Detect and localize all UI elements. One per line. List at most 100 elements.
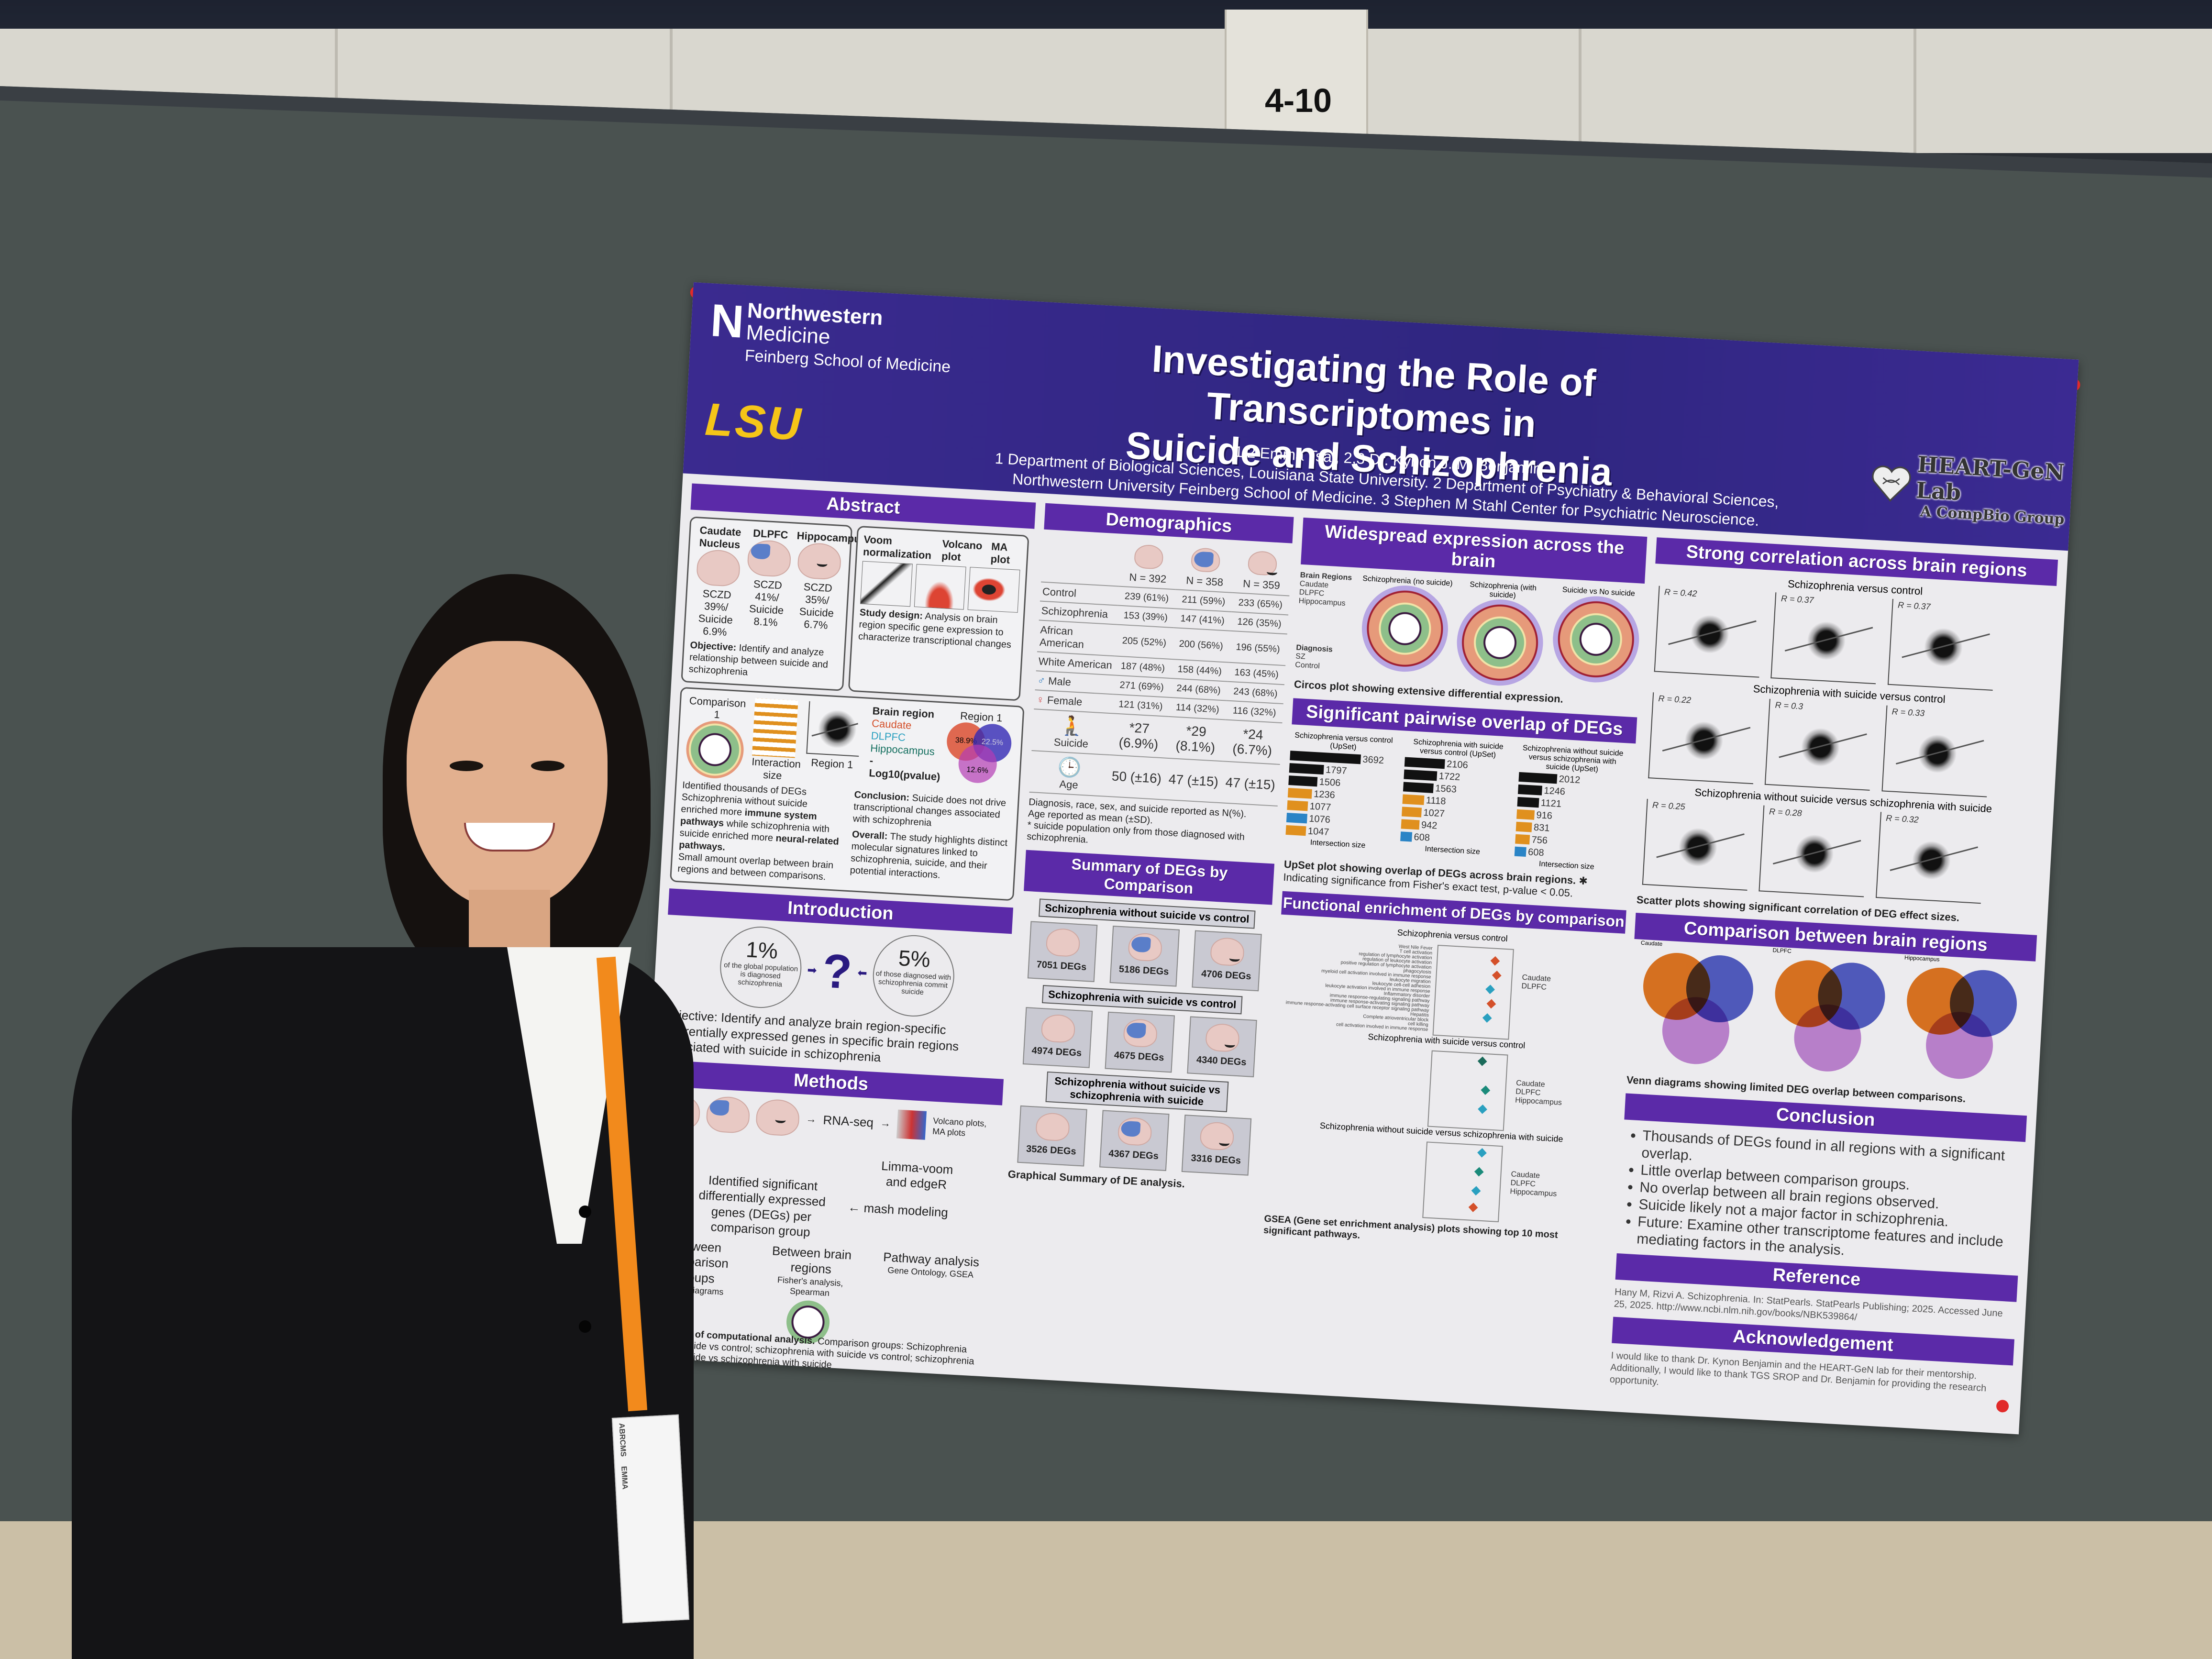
deg-count: 5186 DEGs (1118, 963, 1169, 977)
lab-subtitle: A CompBio Group (1920, 503, 2065, 528)
demographics-notes: Diagnosis, race, sex, and suicide report… (1027, 796, 1278, 856)
dlpfc-brain-icon (747, 539, 792, 578)
upset-plot-3: Schizophrenia without suicide versus sch… (1514, 744, 1626, 873)
gsea-terms: West Nile Fever T cell activation regulati… (1275, 938, 1433, 1033)
cell: 50 (±16) (1107, 755, 1166, 800)
upset-plot-1: Schizophrenia versus control (UpSet) 369… (1284, 731, 1396, 861)
pvalue-title: -Log10(pvalue) (868, 754, 941, 783)
caudate-n: N = 392 (1128, 571, 1167, 586)
dlpfc-brain-icon (1117, 1117, 1152, 1147)
deg-box-dlpfc: 4675 DEGs (1105, 1011, 1175, 1073)
name-badge: ABRCMS EMMA (611, 1414, 690, 1624)
smile (464, 823, 555, 852)
circos-plot: Suicide vs No suicide (1548, 585, 1644, 685)
scatter-mini-plot (806, 701, 862, 757)
cell: 211 (59%) (1174, 589, 1233, 612)
deg-group: Schizophrenia with suicide vs control 49… (1014, 984, 1267, 1078)
lsu-logo: LSU (704, 393, 804, 451)
column-3: Widespread expression across the brain B… (1263, 517, 1648, 1255)
volcano-mini-plot (896, 1109, 927, 1140)
cell: 158 (44%) (1171, 659, 1229, 682)
scatter-group: Schizophrenia versus control R = 0.42 R … (1649, 570, 2056, 699)
r-value: R = 0.37 (1781, 593, 1814, 605)
scatter-plot: R = 0.25 (1642, 798, 1752, 891)
badge-event: ABRCMS (617, 1423, 628, 1457)
r-value: R = 0.22 (1658, 693, 1692, 705)
branch-brain-regions: Between brain regions Fisher's analysis,… (754, 1242, 865, 1346)
deg-box-dlpfc: 5186 DEGs (1109, 926, 1180, 987)
male-label: Male (1048, 675, 1072, 688)
dlpfc-n: N = 358 (1185, 574, 1224, 588)
row-label: 🧎 Suicide (1031, 709, 1112, 755)
scatter-plot: R = 0.3 (1765, 698, 1875, 791)
venn-region-label: Hippocampus (1904, 954, 1940, 963)
cell: 244 (68%) (1169, 678, 1228, 701)
circos-chart (1550, 594, 1642, 685)
bar-value: 1076 (1308, 813, 1331, 825)
region-name: Caudate Nucleus (699, 524, 742, 551)
stat-1-value: 1% (745, 937, 779, 963)
gsea-axis (1422, 1141, 1503, 1223)
stat-2-value: 5% (897, 945, 931, 972)
upset-mini-plot (752, 698, 798, 758)
eye (450, 761, 483, 771)
heart-dna-icon (1872, 465, 1911, 502)
deg-count: 7051 DEGs (1036, 959, 1087, 973)
bar-value: 1246 (1543, 785, 1566, 797)
northwestern-logo: N Northwestern Medicine Feinberg School … (708, 295, 954, 376)
upset-plot-2: Schizophrenia with suicide versus contro… (1399, 738, 1511, 867)
medicine-name: Medicine (745, 321, 831, 349)
bar-value: 1563 (1435, 783, 1457, 795)
r-value: R = 0.37 (1897, 600, 1931, 612)
caudate-brain-icon (1134, 544, 1164, 570)
ma-label: MA plot (990, 540, 1010, 566)
arrow-icon: → (806, 1113, 817, 1126)
bar-value: 1027 (1423, 807, 1445, 819)
scatter-group: Schizophrenia without suicide versus sch… (1637, 783, 2044, 912)
volcano-label: Volcano plot (941, 537, 983, 564)
deg-count: 3316 DEGs (1190, 1152, 1241, 1166)
bar-value: 2106 (1446, 759, 1469, 771)
circos-plot: Schizophrenia (no suicide) (1357, 575, 1453, 675)
circos-title: Schizophrenia (with suicide) (1469, 580, 1537, 600)
deg-group: Schizophrenia without suicide vs control… (1019, 897, 1272, 992)
scatter-plot: R = 0.42 (1654, 586, 1764, 678)
deg-box-caudate: 3526 DEGs (1017, 1105, 1087, 1167)
bar-value: 916 (1536, 809, 1553, 821)
abstract-pathways: Brain region Caudate DLPFC Hippocampus -… (869, 705, 940, 783)
abstract-results-box: Comparison 1 Interaction size Region 1 (669, 686, 1025, 901)
eye (531, 761, 564, 771)
bar-value: 3692 (1362, 754, 1384, 766)
female-symbol-icon: ♀ (1036, 693, 1048, 706)
branch-2-title: Between brain regions (772, 1243, 852, 1277)
demographics-heading: Demographics (1044, 503, 1294, 543)
cell: 163 (45%) (1228, 662, 1286, 685)
caudate-brain-icon (1045, 928, 1081, 958)
deg-box-dlpfc: 4367 DEGs (1099, 1110, 1170, 1172)
deg-count: 4340 DEGs (1196, 1054, 1247, 1068)
demographics-table: N = 392 N = 358 N = 359 Control 239 (61%)… (1029, 536, 1292, 807)
lab-name: HEART-GeN Lab (1915, 451, 2066, 506)
hippocampus-brain-icon (796, 542, 842, 581)
cell: 147 (41%) (1173, 608, 1232, 631)
clock-icon: 🕒 (1057, 756, 1083, 779)
deg-box-hippocampus: 3316 DEGs (1182, 1115, 1252, 1176)
deg-count: 4706 DEGs (1201, 968, 1252, 982)
circos-chart (1454, 597, 1546, 688)
mash-step: ← mash modeling (848, 1199, 949, 1220)
summary-degs-heading: Summary of DEGs by Comparison (1024, 850, 1275, 905)
r-value: R = 0.42 (1664, 587, 1698, 599)
male-symbol-icon: ♂ (1037, 674, 1049, 687)
bar-value: 1722 (1438, 771, 1460, 783)
dlpfc-brain-icon (1191, 547, 1221, 573)
bar-value: 831 (1533, 822, 1550, 834)
row-label: African American (1037, 620, 1117, 656)
circos-chart (1360, 583, 1450, 675)
region-stat: SCZD 35%/ Suicide 6.7% (799, 580, 834, 631)
cell: 153 (39%) (1117, 605, 1175, 628)
scatter-plot: R = 0.37 (1770, 592, 1881, 685)
cell: *27 (6.9%) (1109, 713, 1169, 758)
upset-plots: Schizophrenia versus control (UpSet) 369… (1284, 731, 1635, 874)
r-value: R = 0.28 (1769, 807, 1803, 818)
bar-value: 942 (1421, 819, 1438, 831)
